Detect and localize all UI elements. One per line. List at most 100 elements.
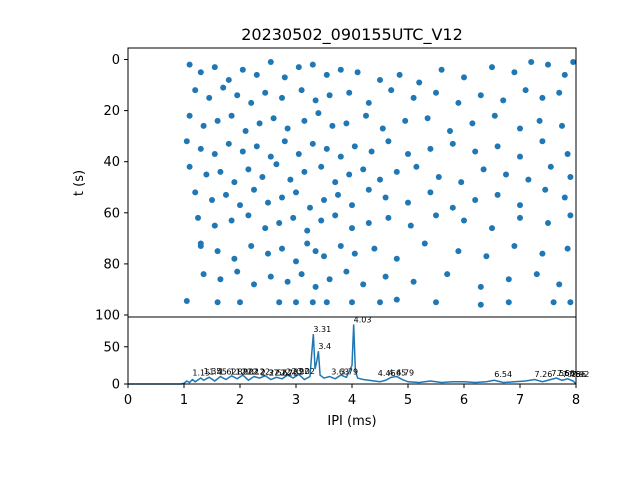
data-point: [349, 202, 355, 209]
data-point: [545, 61, 551, 68]
data-point: [407, 222, 414, 229]
data-point: [382, 194, 389, 201]
data-point: [433, 89, 439, 96]
peak-label: 7.26: [535, 370, 553, 379]
data-point: [505, 299, 512, 306]
data-point: [349, 225, 355, 232]
data-point: [318, 217, 325, 224]
y-tick-label: 60: [103, 206, 120, 221]
data-point: [351, 250, 358, 257]
data-point: [427, 145, 434, 152]
peak-label: 3.79: [340, 368, 358, 377]
x-tick-label: 4: [348, 393, 356, 408]
data-point: [197, 240, 204, 247]
data-point: [301, 168, 308, 175]
data-point: [455, 99, 462, 106]
data-point: [416, 79, 423, 86]
data-point: [279, 245, 285, 252]
data-point: [197, 69, 204, 76]
peak-label: 1.92: [236, 368, 254, 377]
data-point: [326, 92, 333, 99]
data-point: [220, 84, 227, 91]
data-point: [323, 71, 330, 78]
data-point: [183, 138, 190, 145]
data-point: [267, 59, 274, 66]
x-tick-label: 5: [404, 393, 412, 408]
data-point: [528, 59, 535, 66]
data-point: [522, 87, 529, 94]
data-point: [517, 202, 523, 209]
data-point: [293, 189, 299, 196]
data-point: [354, 69, 361, 76]
data-point: [281, 138, 288, 145]
data-point: [385, 138, 392, 145]
data-point: [312, 97, 319, 104]
data-point: [377, 299, 383, 306]
data-point: [217, 168, 224, 175]
peak-annotations: 1.151.351.451.621.821.922.022.122.222.37…: [192, 315, 589, 378]
data-point: [517, 153, 523, 160]
data-point: [295, 64, 302, 71]
data-point: [542, 186, 549, 193]
data-point: [346, 171, 353, 178]
data-point: [469, 120, 476, 127]
data-point: [477, 283, 484, 290]
data-point: [539, 138, 546, 145]
data-point: [253, 71, 260, 78]
data-point: [183, 297, 190, 304]
data-point: [517, 125, 523, 132]
data-point: [410, 94, 417, 101]
data-point: [211, 222, 218, 229]
peak-label: 1.62: [219, 368, 237, 377]
data-point: [321, 253, 327, 260]
data-point: [203, 171, 210, 178]
data-point: [393, 296, 400, 303]
data-point: [200, 122, 207, 129]
peak-label: 2.02: [241, 368, 259, 377]
data-point: [318, 163, 325, 170]
y-axis-label: t (s): [72, 170, 87, 196]
data-point: [455, 248, 462, 255]
peak-label: 2.92: [292, 367, 310, 376]
data-point: [346, 89, 353, 96]
data-point: [494, 191, 501, 198]
data-point: [556, 281, 563, 288]
data-point: [511, 69, 518, 76]
peak-label: 1.15: [192, 368, 210, 377]
data-point: [458, 179, 465, 186]
data-point: [211, 64, 218, 71]
histogram-plot: 1.151.351.451.621.821.922.022.122.222.37…: [103, 315, 589, 429]
data-point: [371, 245, 378, 252]
x-tick-label: 6: [460, 393, 468, 408]
peak-label: 2.52: [269, 368, 287, 377]
peak-label: 1.35: [204, 367, 222, 376]
data-point: [192, 87, 199, 94]
data-point: [444, 271, 451, 278]
data-point: [284, 278, 291, 285]
data-point: [491, 112, 498, 119]
data-point: [567, 174, 574, 181]
data-point: [242, 128, 249, 135]
peak-label: 3.02: [297, 367, 315, 376]
data-point: [304, 227, 311, 234]
data-point: [279, 94, 285, 101]
peak-label: 2.37: [261, 368, 279, 377]
data-point: [536, 117, 543, 124]
data-point: [365, 186, 372, 193]
data-point: [309, 299, 316, 306]
data-point: [231, 179, 238, 186]
data-point: [343, 120, 350, 127]
data-point: [323, 299, 330, 306]
y-tick-label: 50: [103, 340, 120, 355]
data-point: [284, 125, 291, 132]
data-point: [360, 166, 367, 173]
data-point: [539, 250, 546, 257]
data-point: [483, 253, 490, 260]
data-point: [239, 66, 246, 73]
data-point: [231, 255, 238, 262]
y-tick-label: 20: [103, 104, 120, 119]
data-point: [503, 171, 509, 178]
data-point: [461, 74, 467, 81]
data-point: [349, 299, 355, 306]
data-point: [279, 194, 285, 201]
